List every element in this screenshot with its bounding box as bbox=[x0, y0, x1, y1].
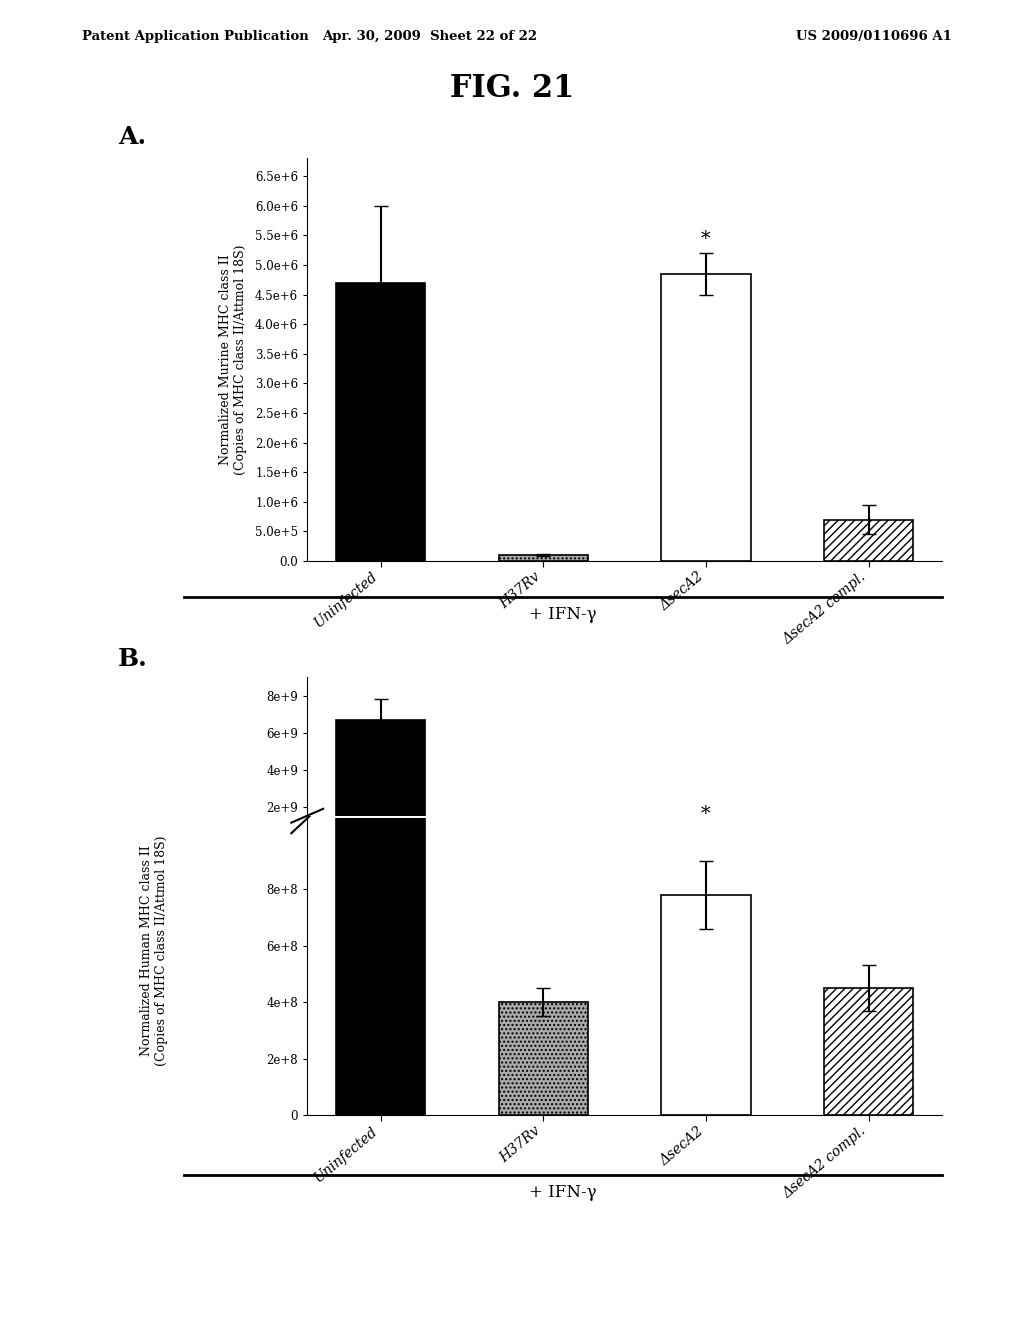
Bar bbox=[823, 836, 913, 843]
Bar bbox=[499, 556, 588, 561]
Text: Apr. 30, 2009  Sheet 22 of 22: Apr. 30, 2009 Sheet 22 of 22 bbox=[323, 30, 538, 44]
Bar bbox=[823, 520, 913, 561]
Bar bbox=[662, 829, 751, 843]
Text: Patent Application Publication: Patent Application Publication bbox=[82, 30, 308, 44]
Bar bbox=[336, 719, 426, 843]
Text: B.: B. bbox=[118, 647, 147, 671]
Text: FIG. 21: FIG. 21 bbox=[450, 73, 574, 103]
Bar bbox=[336, 282, 426, 561]
Bar bbox=[499, 836, 588, 843]
Bar bbox=[823, 989, 913, 1115]
Text: *: * bbox=[701, 231, 711, 248]
Bar bbox=[662, 273, 751, 561]
Text: *: * bbox=[701, 805, 711, 824]
Bar bbox=[662, 895, 751, 1115]
Text: Normalized Human MHC class II
(Copies of MHC class II/Attmol 18S): Normalized Human MHC class II (Copies of… bbox=[139, 836, 168, 1065]
Bar bbox=[499, 1002, 588, 1115]
Bar bbox=[336, 0, 426, 1115]
Text: A.: A. bbox=[118, 125, 145, 149]
Text: US 2009/0110696 A1: US 2009/0110696 A1 bbox=[797, 30, 952, 44]
Y-axis label: Normalized Murine MHC class II
(Copies of MHC class II/Attmol 18S): Normalized Murine MHC class II (Copies o… bbox=[219, 244, 247, 475]
Text: + IFN-γ: + IFN-γ bbox=[529, 1184, 597, 1201]
Text: + IFN-γ: + IFN-γ bbox=[529, 606, 597, 623]
